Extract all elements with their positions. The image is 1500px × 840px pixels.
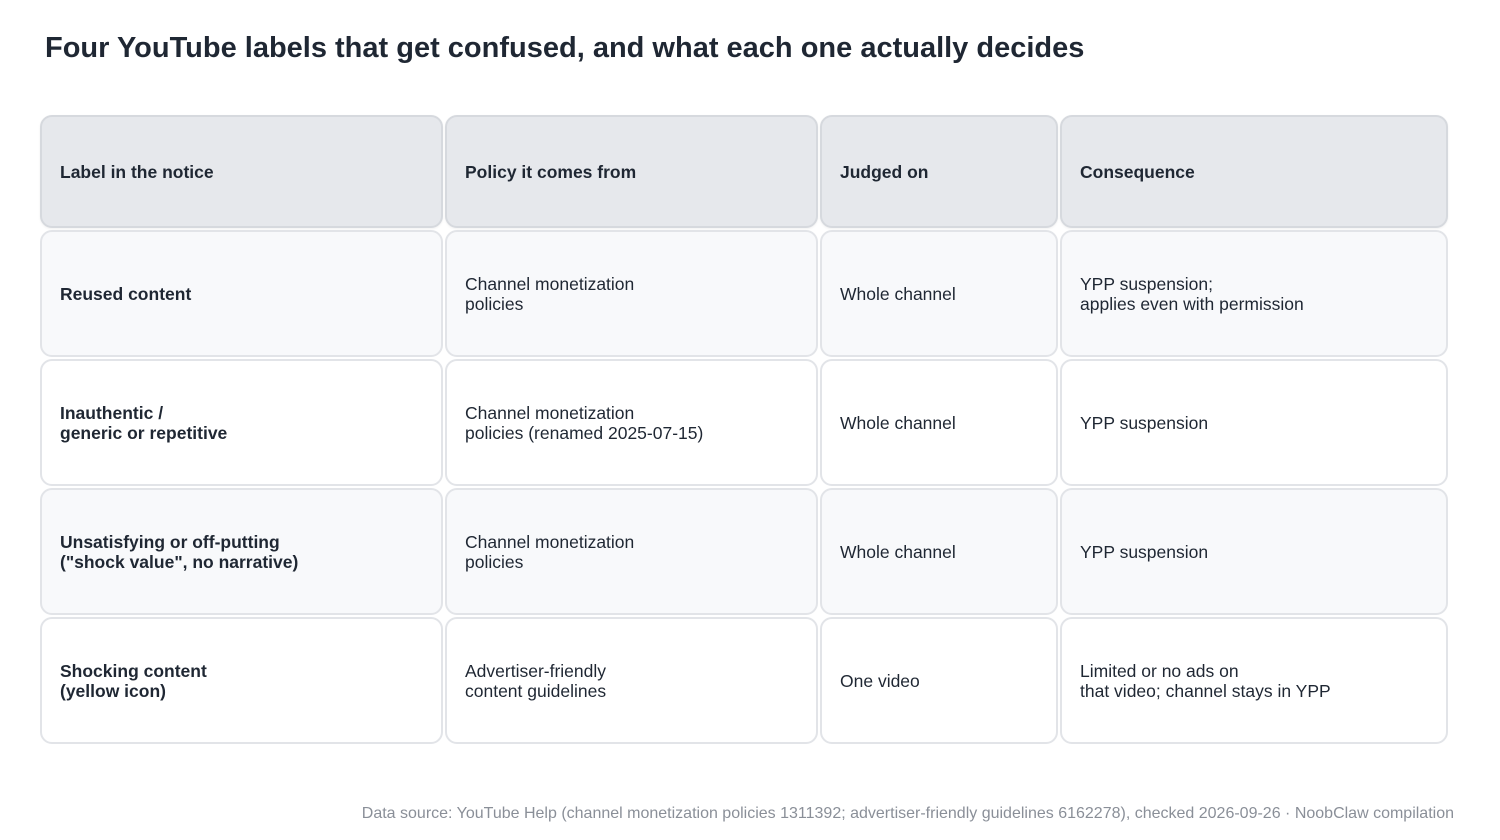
row-2-consequence: YPP suspension <box>1060 359 1448 486</box>
row-3-consequence: YPP suspension <box>1060 488 1448 615</box>
row-3-policy: Channel monetization policies <box>445 488 818 615</box>
comparison-table: Label in the notice Policy it comes from… <box>40 115 1448 744</box>
page-title: Four YouTube labels that get confused, a… <box>45 32 1085 64</box>
row-2-label: Inauthentic / generic or repetitive <box>40 359 443 486</box>
row-1-consequence: YPP suspension; applies even with permis… <box>1060 230 1448 357</box>
row-1-label: Reused content <box>40 230 443 357</box>
row-4-consequence: Limited or no ads on that video; channel… <box>1060 617 1448 744</box>
row-4-policy: Advertiser-friendly content guidelines <box>445 617 818 744</box>
header-label: Label in the notice <box>40 115 443 228</box>
row-2-judged-on: Whole channel <box>820 359 1058 486</box>
row-2-policy: Channel monetization policies (renamed 2… <box>445 359 818 486</box>
row-3-judged-on: Whole channel <box>820 488 1058 615</box>
header-judged-on: Judged on <box>820 115 1058 228</box>
row-3-label: Unsatisfying or off-putting ("shock valu… <box>40 488 443 615</box>
data-source-note: Data source: YouTube Help (channel monet… <box>361 805 1454 822</box>
header-consequence: Consequence <box>1060 115 1448 228</box>
row-4-judged-on: One video <box>820 617 1058 744</box>
row-1-policy: Channel monetization policies <box>445 230 818 357</box>
header-policy: Policy it comes from <box>445 115 818 228</box>
row-4-label: Shocking content (yellow icon) <box>40 617 443 744</box>
row-1-judged-on: Whole channel <box>820 230 1058 357</box>
